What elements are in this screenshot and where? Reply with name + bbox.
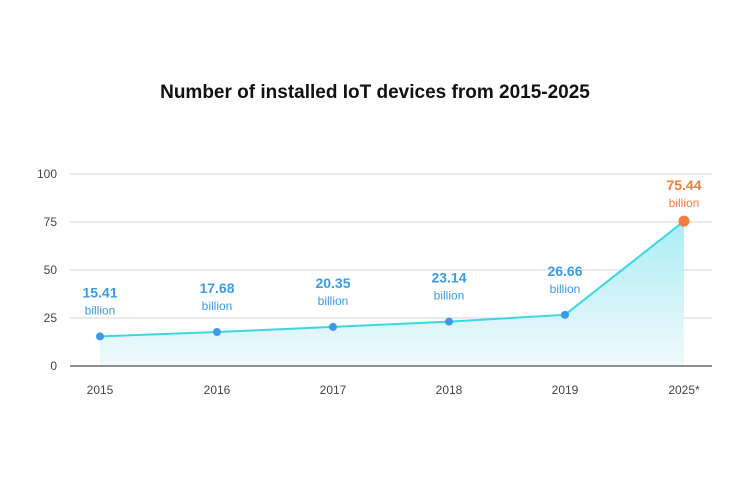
x-tick-label-2017: 2017 <box>320 383 347 397</box>
y-tick-label-100: 100 <box>37 167 57 181</box>
data-point-2017 <box>329 322 337 331</box>
data-label-2018: 23.14 <box>431 270 466 286</box>
y-tick-label-0: 0 <box>50 359 57 373</box>
y-tick-label-75: 75 <box>44 215 58 229</box>
series-line <box>99 220 685 338</box>
data-point-2019 <box>561 310 569 319</box>
line-layer <box>99 220 685 338</box>
data-unit-label-2025: billion <box>669 196 700 210</box>
chart-title: Number of installed IoT devices from 201… <box>160 82 590 103</box>
y-tick-label-25: 25 <box>44 311 58 325</box>
data-label-2025: 75.44 <box>666 177 701 193</box>
data-point-2018 <box>445 317 453 326</box>
y-tick-label-50: 50 <box>44 263 58 277</box>
area-fill <box>100 221 684 366</box>
x-tick-label-2016: 2016 <box>204 383 231 397</box>
data-label-2015: 15.41 <box>82 284 117 300</box>
data-point-2016 <box>213 328 221 337</box>
x-tick-label-2018: 2018 <box>436 383 463 397</box>
data-point-2015 <box>96 332 104 341</box>
data-unit-label-2015: billion <box>85 303 116 317</box>
data-label-2019: 26.66 <box>547 263 582 279</box>
data-unit-label-2018: billion <box>434 289 465 303</box>
data-point-2025 <box>678 215 690 227</box>
axis-layer: 0 25 50 75 100 2015 2016 2017 2018 2019 2025* <box>37 167 712 397</box>
data-label-2016: 17.68 <box>199 280 234 296</box>
area-layer <box>100 221 684 366</box>
data-label-2017: 20.35 <box>315 275 350 291</box>
data-unit-label-2016: billion <box>202 299 233 313</box>
label-layer: 15.41 billion 17.68 billion 20.35 billion 23.1… <box>82 177 701 317</box>
point-layer <box>96 215 690 341</box>
x-tick-label-2025: 2025* <box>668 383 700 397</box>
data-unit-label-2017: billion <box>318 294 349 308</box>
x-tick-label-2019: 2019 <box>552 383 579 397</box>
data-unit-label-2019: billion <box>550 282 581 296</box>
x-tick-label-2015: 2015 <box>87 383 114 397</box>
